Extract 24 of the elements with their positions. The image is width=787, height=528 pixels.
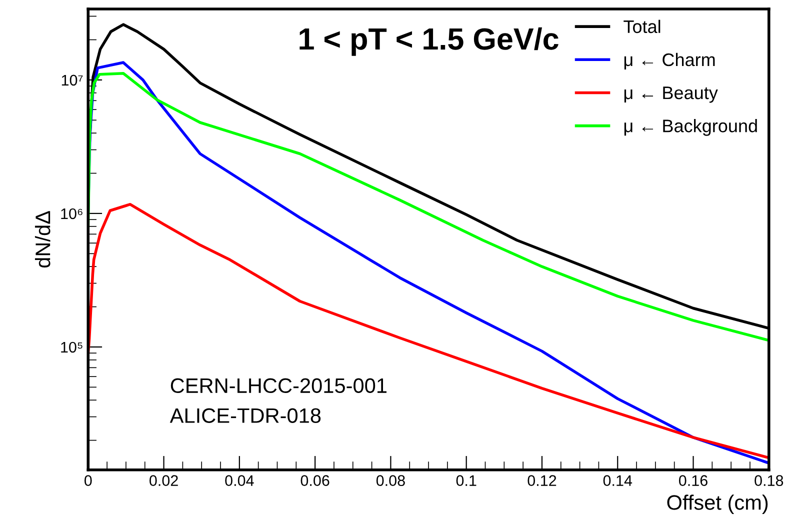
x-tick-label: 0.14	[603, 475, 632, 486]
x-tick-label: 0.02	[150, 475, 178, 486]
annotation: ALICE-TDR-018	[170, 408, 321, 423]
y-axis-title: dN/dΔ	[34, 211, 50, 268]
line-series	[88, 202, 769, 460]
legend-label: Total	[624, 20, 660, 34]
legend-label: μ ← Background	[624, 119, 757, 136]
x-tick-label: 0.04	[225, 475, 254, 486]
x-tick-label: 0.16	[678, 475, 708, 486]
x-tick-label: 0.18	[754, 475, 784, 486]
y-tick-label: 10⁶	[61, 208, 82, 220]
x-axis-title: Offset (cm)	[667, 494, 768, 514]
x-tick-label: 0.06	[300, 475, 330, 486]
x-tick-label: 0.12	[528, 475, 556, 486]
y-tick-label: 10⁵	[61, 342, 82, 353]
x-tick-label: 0.08	[376, 475, 405, 486]
line-series	[88, 72, 769, 342]
x-tick-label: 0.1	[456, 475, 476, 486]
text: 1 < pT < 1.5 GeV/c	[300, 27, 558, 56]
legend-label: μ ← Beauty	[624, 86, 718, 103]
legend-label: μ ← Charm	[624, 52, 715, 70]
x-tick-label: 0	[84, 475, 92, 486]
y-tick-label: 10⁷	[62, 74, 83, 86]
annotation: CERN-LHCC-2015-001	[170, 378, 386, 394]
